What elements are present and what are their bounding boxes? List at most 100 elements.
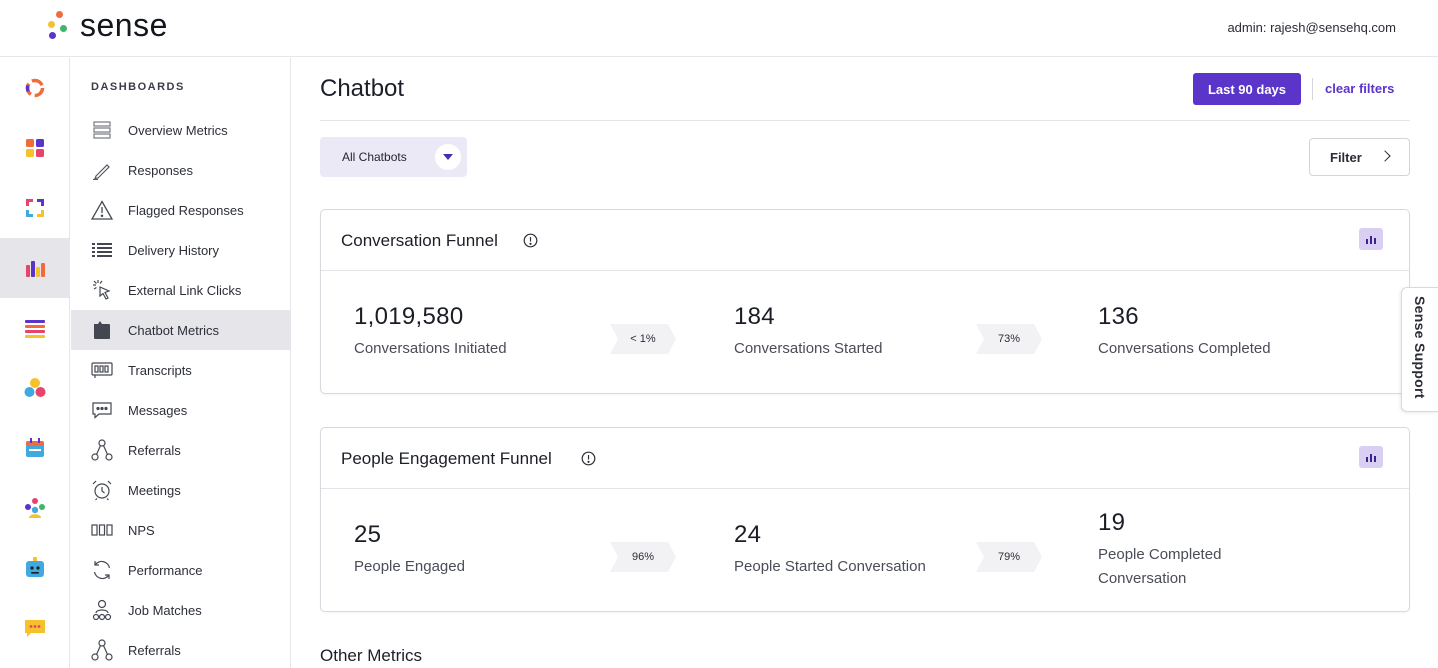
sidebar-item-chatbot-metrics[interactable]: Chatbot Metrics	[71, 310, 291, 350]
metric-value: 25	[354, 521, 382, 548]
metric-label: Conversations Completed	[1098, 340, 1271, 357]
card-header: Conversation Funnel	[321, 210, 1409, 271]
sense-support-tab[interactable]: Sense Support	[1401, 287, 1438, 412]
sidebar-item-transcripts[interactable]: Transcripts	[71, 350, 291, 390]
ring-icon	[25, 78, 45, 98]
info-icon[interactable]	[581, 451, 596, 466]
rail-item-dashboards[interactable]	[0, 238, 70, 298]
sidebar-item-label: External Link Clicks	[128, 282, 242, 298]
rail-item-messages[interactable]	[0, 598, 70, 658]
rail-item-chatbot[interactable]	[0, 538, 70, 598]
conversion-rate: 73%	[997, 333, 1021, 345]
chart-toggle-button[interactable]	[1359, 228, 1383, 250]
sidebar-item-label: Job Matches	[128, 602, 202, 618]
team-icon	[25, 498, 45, 518]
sidebar-item-referrals-2[interactable]: Referrals	[71, 630, 291, 668]
rail-item-segments[interactable]	[0, 358, 70, 418]
rail-item-apps[interactable]	[0, 118, 70, 178]
sidebar-item-delivery-history[interactable]: Delivery History	[71, 230, 291, 270]
bar-chart-icon	[26, 261, 45, 277]
conversion-rate: < 1%	[630, 333, 656, 345]
card-title: Conversation Funnel	[341, 231, 498, 250]
chatbot-select[interactable]: All Chatbots	[320, 137, 467, 177]
metric-value: 19	[1098, 509, 1126, 536]
logo-text: sense	[80, 7, 168, 43]
metric-conversations-completed: 136 Conversations Completed	[1098, 303, 1271, 361]
metric-label: People Engaged	[354, 558, 465, 575]
sidebar-item-label: Flagged Responses	[128, 202, 244, 218]
cursor-click-icon	[90, 278, 114, 302]
overview-icon	[90, 118, 114, 142]
rail-item-lists[interactable]	[0, 298, 70, 358]
conversation-funnel-card: Conversation Funnel 1,019,580 Conversati…	[320, 209, 1410, 394]
clear-filters-link[interactable]: clear filters	[1325, 81, 1395, 96]
sense-logo[interactable]: sense	[48, 8, 168, 42]
conversion-rate-tag: < 1%	[610, 324, 676, 354]
arrows-icon	[26, 199, 44, 217]
sidebar-item-label: Transcripts	[128, 362, 192, 378]
sidebar-item-external-link-clicks[interactable]: External Link Clicks	[71, 270, 291, 310]
top-bar: sense admin: rajesh@sensehq.com	[0, 0, 1438, 57]
conversion-rate-tag: 73%	[976, 324, 1042, 354]
arrow-tag-shape	[610, 542, 676, 572]
admin-user-label[interactable]: admin: rajesh@sensehq.com	[1227, 20, 1396, 35]
rail-item-workflows[interactable]	[0, 178, 70, 238]
refresh-icon	[90, 558, 114, 582]
metric-label: Conversations Initiated	[354, 340, 507, 357]
sense-support-label: Sense Support	[1412, 296, 1428, 399]
card-header: People Engagement Funnel	[321, 428, 1409, 489]
chevron-right-icon	[1379, 150, 1391, 162]
chevron-down-icon	[435, 144, 461, 170]
metric-people-completed-conversation: 19 People Completed Conversation	[1098, 509, 1268, 591]
rail-item-overview[interactable]	[0, 58, 70, 118]
metric-people-started-conversation: 24 People Started Conversation	[734, 521, 926, 579]
grid-icon	[26, 139, 44, 157]
chart-toggle-button[interactable]	[1359, 446, 1383, 468]
sidebar-item-label: Meetings	[128, 482, 181, 498]
sidebar-item-job-matches[interactable]: Job Matches	[71, 590, 291, 630]
logo-dots-icon	[48, 8, 70, 42]
transcript-icon	[90, 358, 114, 382]
sidebar-item-overview-metrics[interactable]: Overview Metrics	[71, 110, 291, 150]
filter-button-label: Filter	[1330, 149, 1362, 165]
sidebar-item-label: Performance	[128, 562, 203, 578]
metric-value: 1,019,580	[354, 303, 464, 330]
calendar-icon	[26, 438, 44, 457]
sidebar-item-messages[interactable]: Messages	[71, 390, 291, 430]
conversion-rate: 96%	[631, 551, 655, 563]
sidebar-item-responses[interactable]: Responses	[71, 150, 291, 190]
rail-item-team[interactable]	[0, 478, 70, 538]
sidebar-item-label: Chatbot Metrics	[128, 322, 220, 338]
metric-label: People Started Conversation	[734, 558, 926, 575]
sidebar-item-meetings[interactable]: Meetings	[71, 470, 291, 510]
arrow-tag-shape	[610, 324, 676, 354]
sidebar-item-performance[interactable]: Performance	[71, 550, 291, 590]
sidebar-item-label: Overview Metrics	[128, 122, 228, 138]
info-icon[interactable]	[523, 233, 538, 248]
sidebar-item-label: Responses	[128, 162, 194, 178]
metric-conversations-started: 184 Conversations Started	[734, 303, 882, 361]
rail-item-calendar[interactable]	[0, 418, 70, 478]
sidebar-item-label: Referrals	[128, 442, 181, 458]
filter-button[interactable]: Filter	[1309, 138, 1410, 176]
stack-icon	[25, 320, 45, 338]
sidebar-item-referrals[interactable]: Referrals	[71, 430, 291, 470]
app-rail	[0, 58, 70, 668]
main-content: Chatbot Last 90 days clear filters All C…	[292, 58, 1438, 668]
header-divider-line	[320, 120, 1410, 121]
sidebar-item-label: Delivery History	[128, 242, 220, 258]
people-engagement-funnel-card: People Engagement Funnel 25 People Engag…	[320, 427, 1410, 612]
referral-icon	[90, 438, 114, 462]
sidebar-item-nps[interactable]: NPS	[71, 510, 291, 550]
date-range-button[interactable]: Last 90 days	[1193, 73, 1301, 105]
sidebar-item-flagged-responses[interactable]: Flagged Responses	[71, 190, 291, 230]
arrow-tag-shape	[976, 324, 1042, 354]
sidebar-item-label: Messages	[128, 402, 188, 418]
conversion-rate-tag: 96%	[610, 542, 676, 572]
metric-people-engaged: 25 People Engaged	[354, 521, 465, 579]
sidebar-item-label: NPS	[128, 522, 155, 538]
page-title: Chatbot	[320, 75, 405, 102]
people-icon	[24, 378, 46, 397]
referral-icon	[90, 638, 114, 662]
other-metrics-heading: Other Metrics	[320, 646, 423, 665]
